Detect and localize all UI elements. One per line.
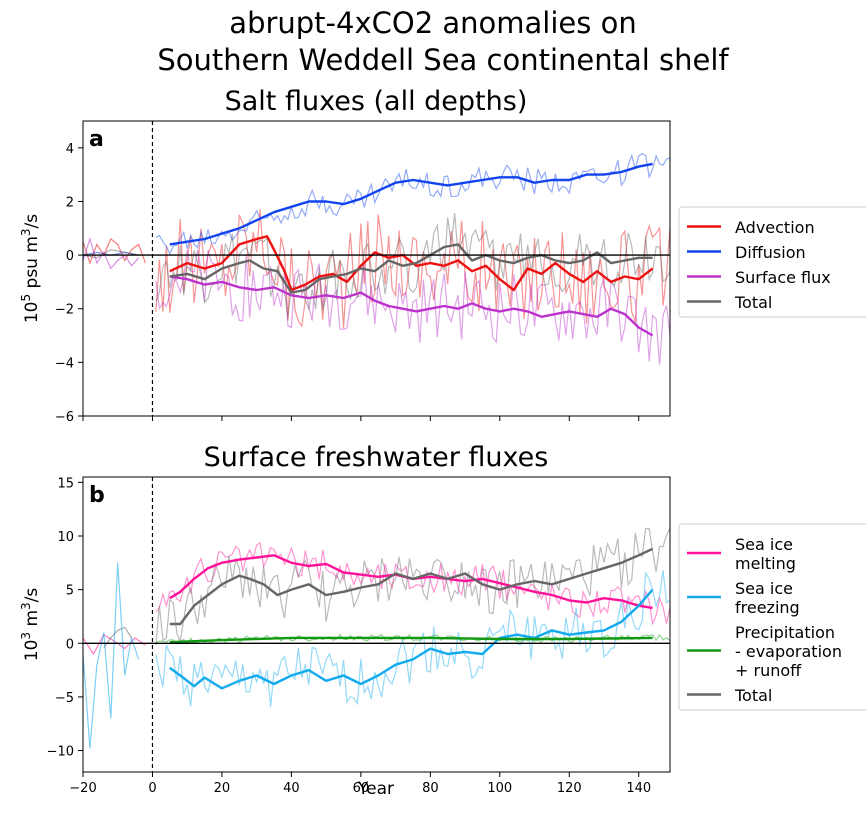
x-tick-label: 0 <box>148 781 156 796</box>
y-axis-label: 105​ psu m3​/s <box>19 214 42 323</box>
x-tick-label: 60 <box>353 781 370 796</box>
x-tick-label: 40 <box>283 781 300 796</box>
panel-title: Salt fluxes (all depths) <box>225 86 528 117</box>
x-axis-label: Year <box>357 779 394 799</box>
legend-label: freezing <box>735 598 800 617</box>
panel-letter: a <box>89 127 104 152</box>
spinup-line <box>83 249 139 259</box>
panel-a: Salt fluxes (all depths) −6 −4 −2 0 2 4a 105​ p… <box>19 86 866 425</box>
x-tick-label: 100 <box>487 781 512 796</box>
figure-title-line2: Southern Weddell Sea continental shelf <box>157 43 729 77</box>
series-smooth-line <box>169 636 653 644</box>
spinup-line <box>83 236 140 270</box>
y-tick-label: 10 <box>57 530 74 545</box>
panel-letter: b <box>89 483 105 508</box>
x-tick-label: −20 <box>69 781 96 796</box>
y-tick-label: −6 <box>55 410 74 425</box>
legend-label: + runoff <box>735 661 802 680</box>
x-tick-label: 80 <box>422 781 439 796</box>
x-tick-label: 140 <box>626 781 651 796</box>
axes-frame <box>82 476 671 773</box>
series-smooth-line <box>169 588 654 690</box>
series-raw-line <box>155 528 670 646</box>
y-tick-label: 2 <box>66 195 74 210</box>
series-raw-line <box>155 213 670 319</box>
y-tick-label: 4 <box>66 142 74 157</box>
y-tick-label: 0 <box>66 637 74 652</box>
x-tick-label: 120 <box>557 781 582 796</box>
series-smooth-line <box>169 162 653 246</box>
legend-label: Advection <box>735 218 815 237</box>
panel-b: Surface freshwater fluxes −10 −5 0 5 10 15 −20 0… <box>19 442 866 796</box>
y-tick-label: −2 <box>55 303 74 318</box>
series-smooth-line <box>169 243 653 294</box>
series-raw-line <box>155 542 670 626</box>
legend: Advection Diffusion Surface flux Total <box>678 206 866 318</box>
series-smooth-line <box>169 235 654 292</box>
y-tick-label: −5 <box>55 691 74 706</box>
axes-frame <box>82 120 671 417</box>
y-tick-label: −4 <box>55 356 74 371</box>
legend-label: Total <box>734 686 772 705</box>
legend-label: Precipitation <box>735 623 835 642</box>
plot-area <box>83 528 670 749</box>
legend-label: Surface flux <box>735 268 831 287</box>
legend-label: melting <box>735 554 796 573</box>
panel-title: Surface freshwater fluxes <box>204 442 549 473</box>
legend-label: Diffusion <box>735 243 806 262</box>
series-smooth-line <box>169 547 654 626</box>
y-tick-label: 5 <box>66 584 74 599</box>
legend-box <box>678 206 866 318</box>
x-tick-label: 20 <box>214 781 231 796</box>
series-raw-line <box>155 153 670 256</box>
series-raw-line <box>155 249 670 365</box>
series-smooth-line <box>169 275 654 337</box>
y-tick-label: −10 <box>47 745 74 760</box>
figure-title-line1: abrupt-4xCO2 anomalies on <box>229 6 636 40</box>
legend-label: Total <box>734 293 772 312</box>
y-tick-label: 0 <box>66 249 74 264</box>
legend-label: Sea ice <box>735 579 793 598</box>
series-raw-line <box>155 209 670 329</box>
spinup-line <box>83 238 147 265</box>
y-axis-label: 103​ m3​/s <box>19 588 42 662</box>
plot-area <box>83 153 670 365</box>
legend-label: - evaporation <box>735 642 842 661</box>
spinup-line <box>103 626 133 648</box>
y-tick-label: 15 <box>57 476 74 491</box>
legend-label: Sea ice <box>735 535 793 554</box>
legend-box <box>678 523 866 711</box>
spinup-line <box>83 562 140 749</box>
